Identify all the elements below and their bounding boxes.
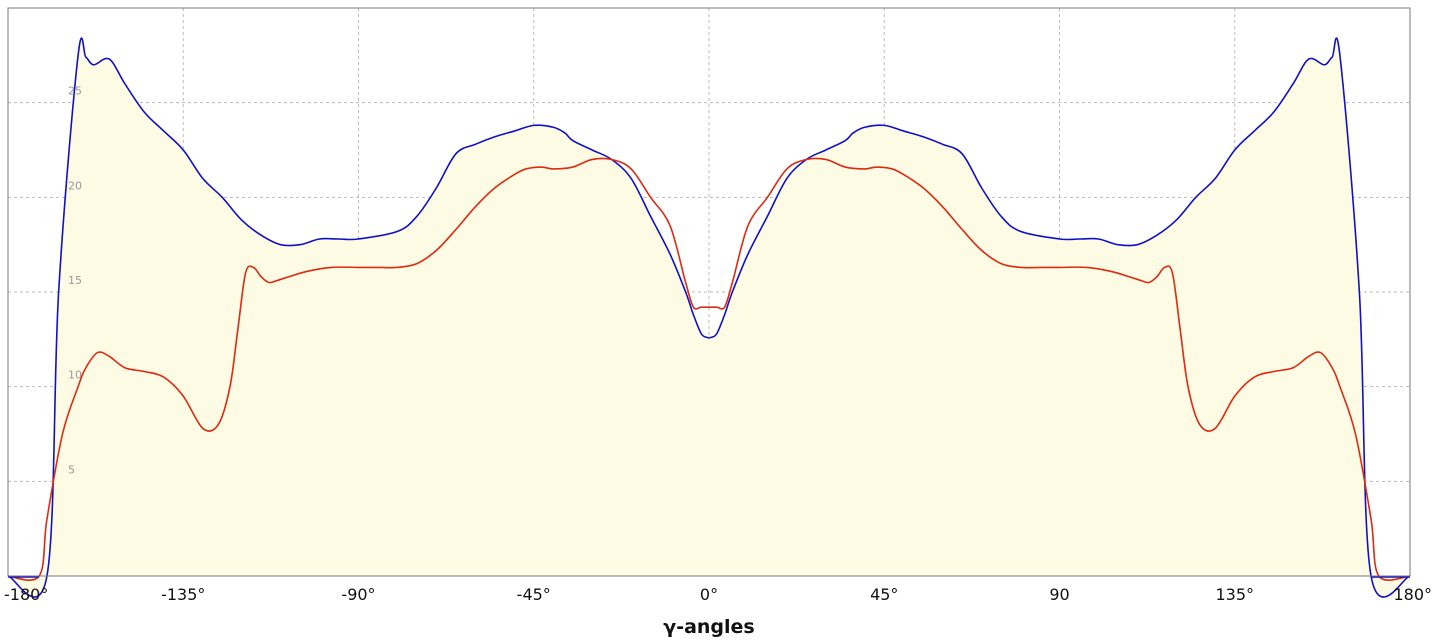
x-axis: -180° -135° -90° -45° 0° 45° 90 135° 180° — [4, 585, 1432, 604]
x-tick-label: -135° — [161, 585, 205, 604]
x-axis-label: γ-angles — [663, 616, 754, 638]
x-tick-label: 180° — [1393, 585, 1432, 604]
x-tick-label: -90° — [341, 585, 375, 604]
y-tick-label: 25 — [68, 85, 82, 98]
x-tick-label: -45° — [517, 585, 551, 604]
x-tick-label: 45° — [870, 585, 898, 604]
x-tick-label: 135° — [1215, 585, 1254, 604]
x-tick-label: 0° — [700, 585, 718, 604]
y-axis: 5 10 15 20 25 — [68, 85, 82, 477]
y-tick-label: 5 — [68, 463, 75, 476]
y-tick-label: 15 — [68, 274, 82, 287]
area-fill — [8, 38, 1410, 598]
y-tick-label: 20 — [68, 179, 82, 192]
x-tick-label: 90 — [1049, 585, 1069, 604]
series-group — [7, 37, 1411, 598]
plot-frame — [7, 7, 1411, 577]
series-line-2 — [7, 157, 1411, 581]
x-tick-label: -180° — [4, 585, 48, 604]
series-line-1 — [7, 37, 1411, 598]
y-tick-label: 10 — [68, 369, 82, 382]
